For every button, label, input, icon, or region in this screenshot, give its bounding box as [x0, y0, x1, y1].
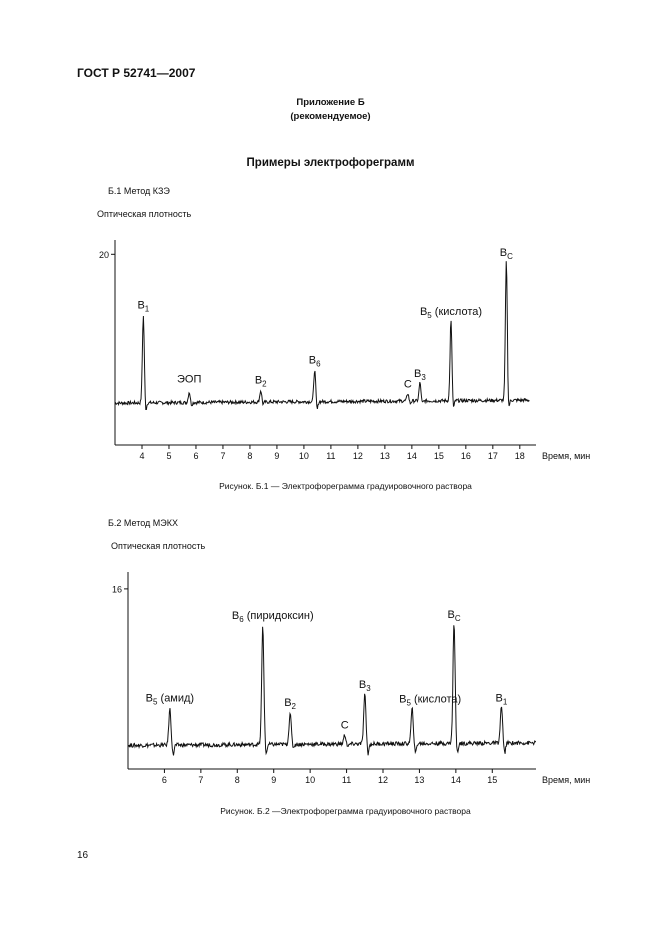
y-tick-label: 16 — [112, 584, 122, 594]
peak-label-subscript: C — [455, 614, 461, 623]
x-tick-label: 14 — [407, 451, 417, 461]
peak-label: ЭОП — [177, 374, 201, 386]
peak-label-main: B — [359, 679, 366, 691]
peak-label-subscript: 1 — [145, 304, 150, 313]
peak-label: B2 — [255, 375, 267, 389]
document-header: ГОСТ Р 52741—2007 — [77, 66, 196, 80]
x-tick-label: 10 — [299, 451, 309, 461]
figure-2-caption: Рисунок. Б.2 —Электрофореграмма градуиро… — [220, 806, 471, 816]
peak-label: BC — [500, 247, 513, 261]
signal-trace — [127, 625, 536, 756]
peak-label-main: C — [341, 719, 349, 731]
x-tick-label: 14 — [451, 775, 461, 785]
peak-label: B6 (пиридоксин) — [232, 610, 314, 624]
peak-label-subscript: 3 — [421, 373, 426, 382]
x-tick-label: 11 — [326, 451, 335, 461]
peak-label: B5 (кислота) — [420, 306, 482, 320]
peak-label: B1 — [495, 692, 507, 706]
peak-label-main: B — [255, 375, 262, 387]
peak-label: B1 — [137, 299, 149, 313]
peak-label-main: B — [399, 693, 406, 705]
signal-trace — [114, 261, 530, 410]
x-tick-label: 7 — [220, 451, 225, 461]
method-1-heading: Б.1 Метод КЗЭ — [108, 186, 170, 196]
peak-label-subscript: 5 — [406, 698, 411, 707]
x-tick-label: 7 — [198, 775, 203, 785]
x-tick-label: 13 — [414, 775, 424, 785]
x-tick-label: 15 — [487, 775, 497, 785]
x-tick-label: 11 — [342, 775, 351, 785]
peak-label-suffix: (кислота) — [411, 693, 461, 705]
peak-label-main: B — [146, 692, 153, 704]
method-2-heading: Б.2 Метод МЭКХ — [108, 518, 179, 528]
appendix-status: (рекомендуемое) — [290, 111, 371, 122]
y-axis-label: Оптическая плотность — [97, 209, 191, 219]
peak-label: B5 (кислота) — [399, 693, 461, 707]
peak-label-suffix: (пиридоксин) — [244, 610, 314, 622]
x-tick-label: 16 — [461, 451, 471, 461]
x-tick-label: 5 — [166, 451, 171, 461]
x-tick-label: 6 — [193, 451, 198, 461]
peak-label: B2 — [284, 697, 296, 711]
appendix-title: Приложение Б — [296, 97, 365, 108]
peak-label-main: B — [284, 697, 291, 709]
peak-label: B3 — [414, 368, 426, 382]
peak-label-main: C — [404, 378, 412, 390]
peak-label: B6 — [309, 355, 321, 369]
peak-label: BC — [447, 609, 460, 623]
peak-label-main: B — [414, 368, 421, 380]
x-tick-label: 13 — [380, 451, 390, 461]
y-axis-label: Оптическая плотность — [111, 541, 205, 551]
peak-label-subscript: 3 — [366, 684, 371, 693]
x-tick-label: 18 — [515, 451, 525, 461]
peak-label-suffix: (амид) — [157, 692, 194, 704]
x-axis-label: Время, мин — [542, 451, 590, 461]
peak-label-subscript: 2 — [292, 702, 297, 711]
peak-label-subscript: 5 — [427, 311, 432, 320]
peak-label-main: B — [447, 609, 454, 621]
x-tick-label: 6 — [162, 775, 167, 785]
peak-label-subscript: 6 — [239, 615, 244, 624]
x-tick-label: 12 — [378, 775, 388, 785]
peak-label-main: B — [309, 355, 316, 367]
figure-1-caption: Рисунок. Б.1 — Электрофореграмма градуир… — [219, 481, 472, 491]
peak-label-subscript: C — [507, 252, 513, 261]
x-tick-label: 10 — [305, 775, 315, 785]
appendix-block: Приложение Б (рекомендуемое) — [0, 96, 661, 124]
y-tick-label: 20 — [99, 250, 109, 260]
peak-label-subscript: 6 — [316, 360, 321, 369]
peak-label: C — [341, 719, 349, 731]
peak-label: C — [404, 378, 412, 390]
x-tick-label: 8 — [247, 451, 252, 461]
x-axis-label: Время, мин — [542, 775, 590, 785]
peak-label-main: ЭОП — [177, 374, 201, 386]
page-number: 16 — [77, 850, 89, 861]
peak-label-subscript: 5 — [153, 697, 158, 706]
peak-label-main: B — [500, 247, 507, 259]
x-tick-label: 9 — [274, 451, 279, 461]
x-tick-label: 15 — [434, 451, 444, 461]
peak-label: B3 — [359, 679, 371, 693]
x-tick-label: 12 — [353, 451, 363, 461]
peak-label-main: B — [232, 610, 239, 622]
peak-label-subscript: 2 — [262, 380, 267, 389]
peak-label-subscript: 1 — [503, 697, 508, 706]
peak-label-main: B — [420, 306, 427, 318]
section-title: Примеры электрофореграмм — [246, 157, 415, 169]
peak-label-main: B — [495, 692, 502, 704]
x-tick-label: 4 — [139, 451, 144, 461]
x-tick-label: 8 — [235, 775, 240, 785]
x-tick-label: 9 — [271, 775, 276, 785]
x-tick-label: 17 — [488, 451, 498, 461]
peak-label-main: B — [137, 299, 144, 311]
peak-label-suffix: (кислота) — [432, 306, 482, 318]
peak-label: B5 (амид) — [146, 692, 194, 706]
